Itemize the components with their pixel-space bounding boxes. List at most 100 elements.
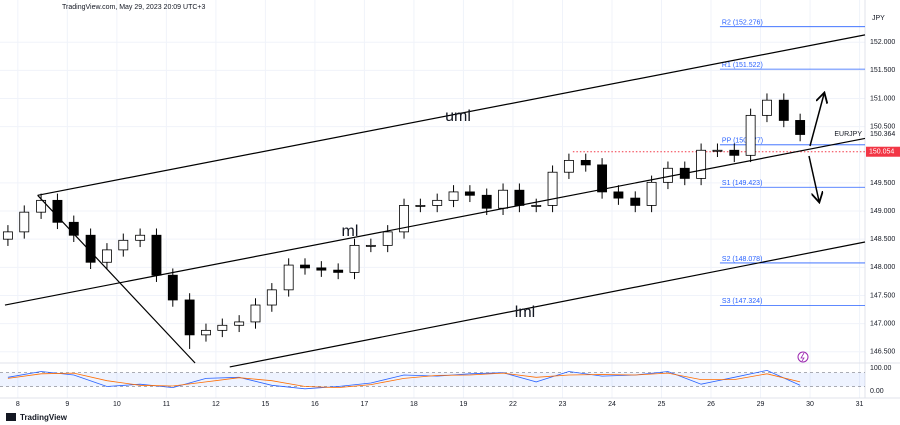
price-tag xyxy=(866,146,900,157)
y-tick-label: 149.000 xyxy=(870,208,895,215)
candle-body xyxy=(696,149,707,179)
candle-body xyxy=(531,205,542,207)
pitchfork-label: uml xyxy=(445,108,471,125)
candle-body xyxy=(795,120,806,135)
candle-body xyxy=(102,249,112,263)
candle-body xyxy=(464,191,475,196)
candle-body xyxy=(597,164,608,193)
candle-body xyxy=(580,159,591,166)
pivot-label: S2 (148.078) xyxy=(722,256,762,263)
brand: TradingView xyxy=(20,413,68,422)
x-tick-label: 15 xyxy=(261,401,269,408)
event-icon-bolt xyxy=(800,352,805,362)
oscillator-line xyxy=(7,372,801,389)
x-tick-label: 22 xyxy=(509,401,517,408)
source: TradingView.com, May 29, 2023 20:09 UTC+… xyxy=(62,4,205,11)
x-tick-label: 23 xyxy=(559,401,567,408)
x-tick-label: 25 xyxy=(658,401,666,408)
candle-body xyxy=(712,149,723,152)
y-tick-label: 152.000 xyxy=(870,39,895,46)
pitchfork-line xyxy=(4,137,866,306)
x-tick-label: 11 xyxy=(163,401,170,408)
y-tick-label: 146.500 xyxy=(870,349,895,356)
y-tick-label: 148.000 xyxy=(870,264,895,271)
candle-body xyxy=(349,244,360,273)
candle-body xyxy=(630,197,641,206)
x-tick-label: 30 xyxy=(806,401,814,408)
candle-body xyxy=(19,211,30,233)
event-icon[interactable] xyxy=(797,351,809,363)
x-tick-label: 24 xyxy=(608,401,616,408)
candle-body xyxy=(300,264,310,269)
x-tick-label: 29 xyxy=(757,401,765,408)
candle-body xyxy=(2,231,13,240)
candle-body xyxy=(217,324,228,331)
candle-body xyxy=(729,149,740,156)
candle-body xyxy=(266,289,277,306)
candle-body xyxy=(514,189,525,206)
x-tick-label: 31 xyxy=(856,401,864,408)
candle-body xyxy=(85,234,96,263)
pivot-label: R2 (152.276) xyxy=(722,20,763,27)
candle-body xyxy=(283,264,294,291)
y-tick-label: 149.500 xyxy=(870,180,895,187)
y-tick-label: 150.500 xyxy=(870,123,895,130)
candle-body xyxy=(135,234,146,241)
arrow-up xyxy=(809,94,824,147)
candle-body xyxy=(498,189,508,209)
symbol-label: EURJPY xyxy=(834,131,862,138)
x-tick-label: 9 xyxy=(65,401,69,408)
candle-body xyxy=(448,191,459,201)
candle-body xyxy=(167,274,178,301)
arrow-down xyxy=(808,155,819,201)
x-tick-label: 8 xyxy=(16,401,20,408)
x-tick-label: 17 xyxy=(361,401,369,408)
pitchfork-label: ml xyxy=(342,223,359,240)
axis-unit: JPY xyxy=(872,15,885,22)
candle-body xyxy=(563,159,574,173)
y-tick-label: 148.500 xyxy=(870,236,895,243)
oscillator-tick-label: 0.00 xyxy=(870,388,884,395)
candle-body xyxy=(234,321,245,326)
oscillator-line xyxy=(7,369,801,390)
price-tag-label: 150.054 xyxy=(869,149,894,156)
candle-body xyxy=(762,99,772,116)
candle-body xyxy=(118,239,129,251)
candle-body xyxy=(250,304,261,323)
candle-body xyxy=(613,191,624,199)
candle-body xyxy=(333,269,344,273)
candle-body xyxy=(382,231,393,246)
x-tick-label: 10 xyxy=(113,401,121,408)
candle-body xyxy=(778,99,789,121)
pitchfork-label: lml xyxy=(515,304,535,321)
y-tick-label: 147.000 xyxy=(870,320,895,327)
pivot-label: S3 (147.324) xyxy=(722,298,762,305)
candle-body xyxy=(415,205,426,207)
x-tick-label: 12 xyxy=(212,401,220,408)
candle-body xyxy=(547,171,558,206)
pitchfork-line xyxy=(229,241,866,368)
pivot-label: S1 (149.423) xyxy=(722,180,762,187)
candle-body xyxy=(365,244,376,247)
pivot-label: PP (150.177) xyxy=(722,138,763,145)
candle-body xyxy=(662,167,673,183)
oscillator-band xyxy=(0,372,865,387)
y-tick-label: 151.000 xyxy=(870,95,895,102)
x-tick-label: 19 xyxy=(460,401,468,408)
candle-body xyxy=(36,199,47,213)
candle-body xyxy=(316,267,327,271)
candle-body xyxy=(184,299,195,336)
symbol-price: 150.364 xyxy=(870,131,895,138)
candle-body xyxy=(201,329,211,336)
candle-body xyxy=(745,114,756,156)
pitchfork-line xyxy=(37,34,866,196)
y-tick-label: 151.500 xyxy=(870,67,895,74)
candle-body xyxy=(399,205,409,233)
y-tick-label: 147.500 xyxy=(870,292,895,299)
brand-logo xyxy=(6,413,16,421)
x-tick-label: 18 xyxy=(410,401,418,408)
pivot-label: R1 (151.522) xyxy=(722,62,763,69)
candle-body xyxy=(481,194,492,209)
